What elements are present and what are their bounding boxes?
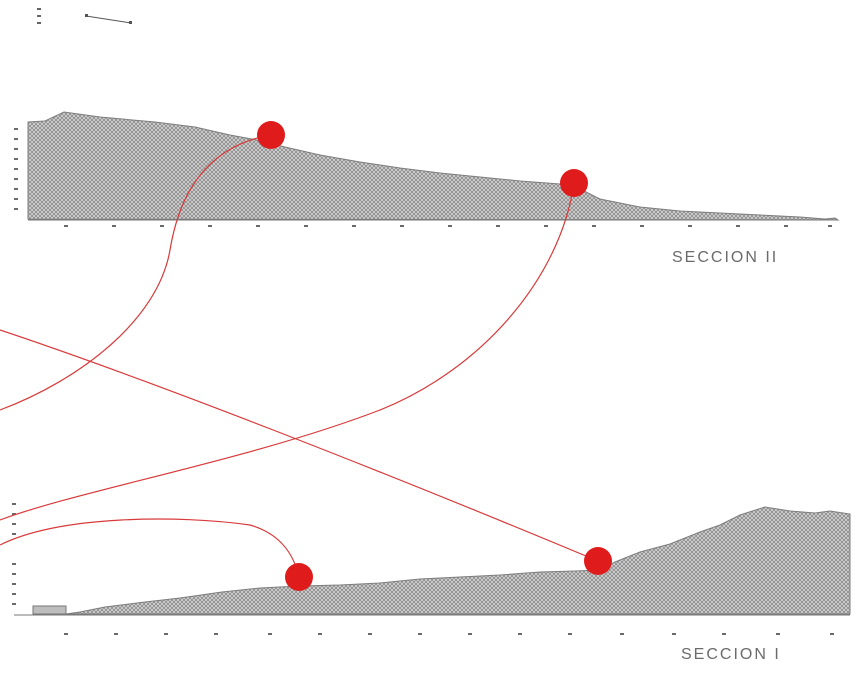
marker-dot	[285, 563, 313, 591]
y-ticks-section-i	[12, 503, 16, 605]
terrain-profile-section-ii	[27, 111, 840, 221]
section-i-label: SECCION I	[681, 646, 781, 663]
marker-dot	[257, 121, 285, 149]
x-ticks-section-ii	[64, 225, 832, 227]
marker-dot	[560, 169, 588, 197]
x-ticks-section-i	[64, 633, 834, 635]
vertical-scale-icon	[37, 8, 41, 24]
markers	[257, 121, 612, 591]
marker-dot	[584, 547, 612, 575]
section-ii-label: SECCION II	[672, 249, 779, 266]
connector-curve	[0, 518, 300, 578]
terrain-profile-section-i	[14, 506, 851, 616]
connector-curve	[0, 134, 271, 411]
y-ticks-section-ii	[14, 128, 18, 210]
scale-bar-icon	[85, 14, 132, 24]
connector-curve	[0, 182, 575, 521]
connector-curve	[0, 329, 599, 562]
connector-lines	[0, 134, 599, 578]
